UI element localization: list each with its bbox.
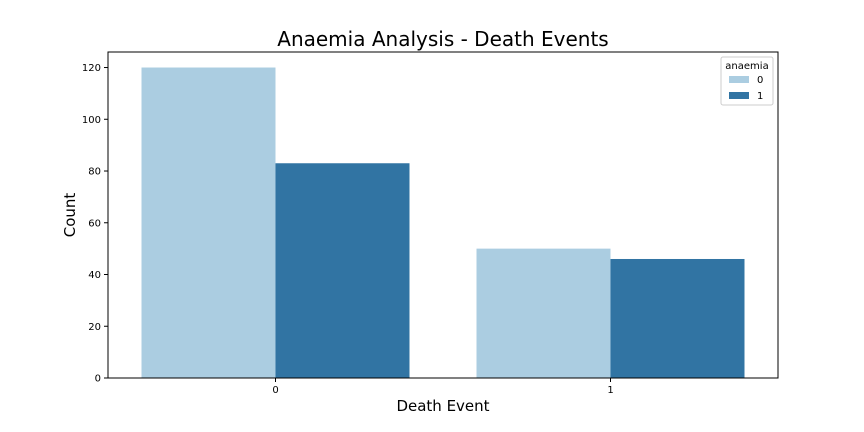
y-tick-label: 100 — [82, 115, 101, 126]
y-tick-label: 120 — [82, 63, 101, 74]
x-axis-label: Death Event — [396, 397, 489, 415]
legend-label-1: 1 — [757, 91, 763, 102]
bar-0-anaemia-0 — [141, 67, 276, 379]
y-tick-label: 0 — [95, 374, 101, 385]
y-tick-label: 60 — [88, 218, 101, 229]
chart-title: Anaemia Analysis - Death Events — [277, 27, 608, 51]
legend: anaemia 0 1 — [720, 56, 774, 106]
bar-1-anaemia-1 — [610, 258, 745, 378]
y-tick-label: 40 — [88, 270, 101, 281]
y-axis-label: Count — [61, 193, 79, 238]
y-tick-label: 20 — [88, 322, 101, 333]
legend-title: anaemia — [725, 61, 768, 72]
legend-swatch-0 — [729, 76, 749, 83]
legend-swatch-1 — [729, 92, 749, 99]
y-tick-label: 80 — [88, 167, 101, 178]
bar-1-anaemia-0 — [476, 248, 611, 378]
x-tick-label: 1 — [607, 385, 613, 396]
legend-label-0: 0 — [757, 75, 763, 86]
y-axis: 0 20 40 60 80 100 120 — [82, 63, 108, 385]
plot-frame — [107, 51, 779, 379]
x-tick-label: 0 — [272, 385, 278, 396]
bars — [141, 67, 745, 379]
bar-0-anaemia-1 — [275, 163, 410, 378]
